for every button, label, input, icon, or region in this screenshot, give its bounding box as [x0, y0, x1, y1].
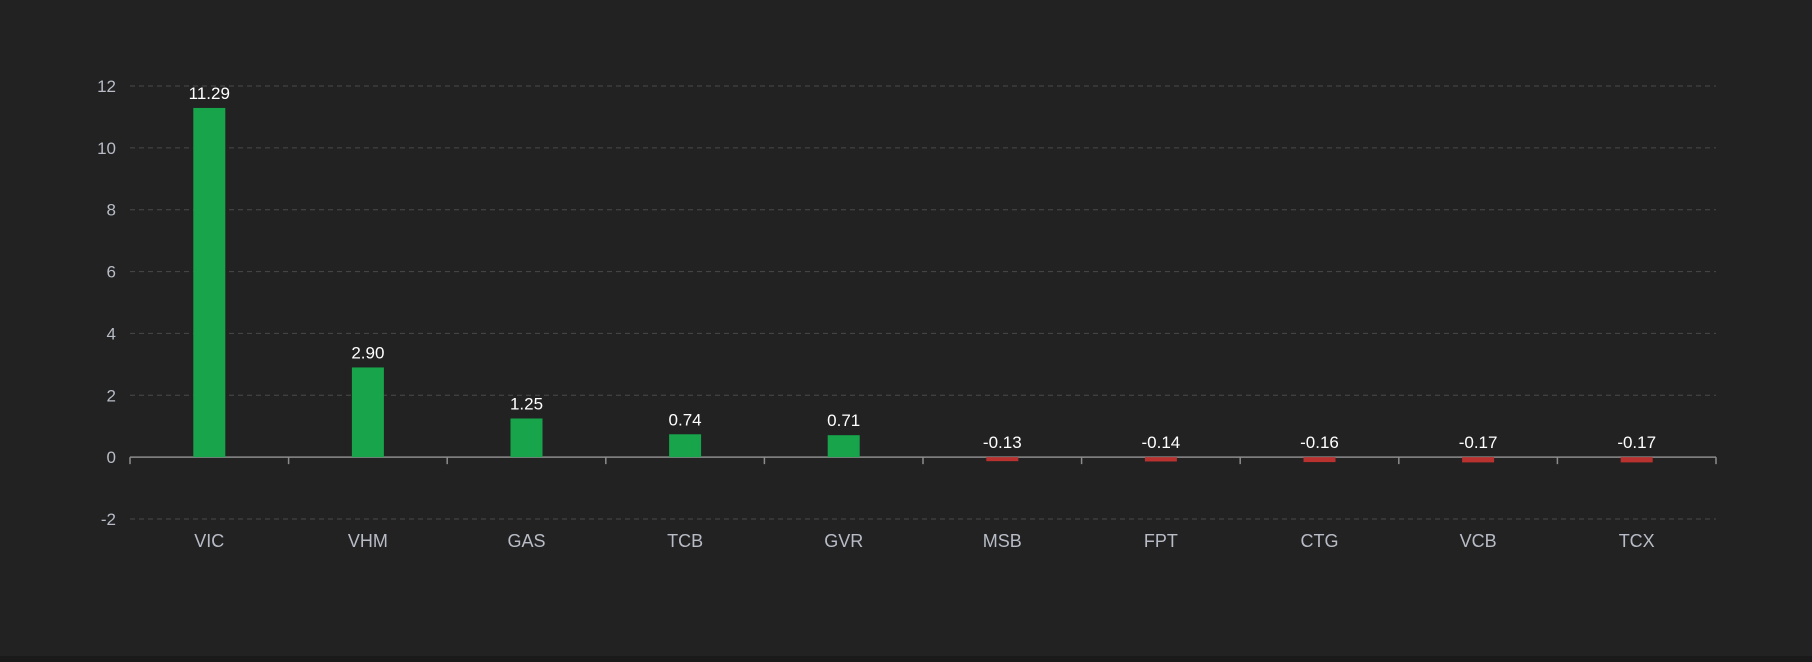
bar-tcx[interactable] — [1620, 457, 1653, 463]
data-label-tcb: 0.74 — [669, 410, 702, 429]
bar-gvr[interactable] — [827, 435, 860, 458]
x-tick-label-gas: GAS — [507, 531, 545, 551]
bar-gas[interactable] — [510, 418, 543, 458]
data-label-gvr: 0.71 — [827, 411, 860, 430]
bar-vcb[interactable] — [1462, 457, 1495, 463]
y-tick-label: 2 — [107, 386, 116, 405]
y-tick-label: 8 — [107, 201, 116, 220]
x-tick-label-vic: VIC — [194, 531, 224, 551]
bar-vhm[interactable] — [351, 367, 384, 458]
data-label-ctg: -0.16 — [1300, 433, 1339, 452]
y-tick-label: 4 — [107, 324, 116, 343]
data-label-gas: 1.25 — [510, 394, 543, 413]
data-label-vcb: -0.17 — [1459, 433, 1498, 452]
y-tick-label: -2 — [101, 510, 116, 529]
x-tick-label-gvr: GVR — [824, 531, 863, 551]
x-tick-label-fpt: FPT — [1144, 531, 1178, 551]
grid-lines — [130, 85, 1716, 520]
bar-fpt[interactable] — [1144, 457, 1177, 462]
x-tick-label-ctg: CTG — [1301, 531, 1339, 551]
data-labels: 11.29 2.90 1.25 0.74 0.71 -0.13 -0.14 -0.16 -0.1… — [189, 84, 1656, 452]
x-tick-label-tcb: TCB — [667, 531, 703, 551]
data-label-vhm: 2.90 — [351, 343, 384, 362]
data-label-fpt: -0.14 — [1142, 433, 1181, 452]
y-axis-ticks: -2 0 2 4 6 8 10 12 — [97, 77, 116, 529]
y-tick-label: 10 — [97, 139, 116, 158]
x-tick-label-msb: MSB — [983, 531, 1022, 551]
bar-ctg[interactable] — [1303, 457, 1336, 463]
bar-vic[interactable] — [193, 107, 226, 458]
y-tick-label: 0 — [107, 448, 116, 467]
bar-tcb[interactable] — [669, 434, 702, 458]
data-label-vic: 11.29 — [189, 84, 230, 103]
x-tick-label-vhm: VHM — [348, 531, 388, 551]
data-label-tcx: -0.17 — [1617, 433, 1656, 452]
x-tick-label-vcb: VCB — [1460, 531, 1497, 551]
y-tick-label: 12 — [97, 77, 116, 96]
data-label-msb: -0.13 — [983, 433, 1022, 452]
x-tick-label-tcx: TCX — [1619, 531, 1655, 551]
x-axis-ticks: VIC VHM GAS TCB GVR MSB FPT CTG VCB TCX — [194, 531, 1654, 551]
bars — [193, 107, 1653, 463]
x-axis — [129, 456, 1717, 465]
bottom-strip — [0, 656, 1812, 662]
bar-msb[interactable] — [986, 457, 1019, 462]
y-tick-label: 6 — [107, 263, 116, 282]
